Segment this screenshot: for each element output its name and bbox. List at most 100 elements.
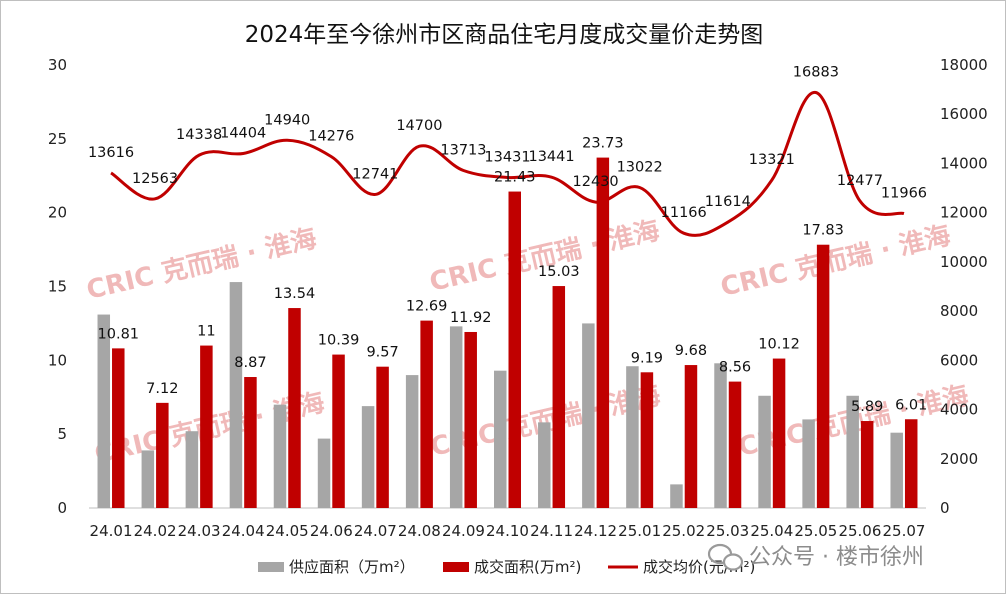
x-tick-label: 25.06	[838, 522, 881, 540]
bar-supply-area	[846, 395, 859, 508]
x-tick-label: 24.03	[178, 522, 221, 540]
bar-deal-area	[816, 244, 830, 508]
x-tick-label: 24.06	[310, 522, 353, 540]
y-right-tick-label: 2000	[940, 450, 978, 468]
deal-area-data-label: 8.56	[719, 360, 751, 376]
credit-text: 公众号 · 楼市徐州	[749, 545, 924, 570]
price-data-label: 16883	[793, 64, 839, 80]
bar-supply-area	[97, 314, 111, 508]
bar-supply-area	[361, 406, 375, 508]
price-data-label: 13022	[617, 160, 663, 176]
x-tick-label: 24.08	[398, 522, 441, 540]
deal-area-data-label: 8.87	[234, 355, 266, 371]
price-data-label: 14404	[220, 126, 266, 142]
y-left-tick-label: 30	[48, 56, 67, 74]
y-right-tick-label: 0	[940, 499, 950, 517]
y-right-tick-label: 16000	[940, 105, 988, 123]
bar-deal-area	[244, 377, 257, 508]
deal-area-data-label: 11	[197, 324, 215, 340]
deal-area-data-label: 11.92	[450, 310, 492, 326]
bar-deal-area	[156, 402, 169, 508]
bar-supply-area	[185, 431, 199, 508]
deal-area-data-label: 5.89	[851, 399, 883, 415]
price-data-label: 12741	[352, 166, 398, 182]
legend-swatch-supply	[258, 562, 284, 572]
bar-deal-area	[332, 354, 345, 508]
bar-deal-area	[112, 348, 125, 508]
bar-deal-area	[200, 345, 213, 508]
x-tick-label: 25.02	[662, 522, 705, 540]
x-tick-label: 24.04	[222, 522, 265, 540]
y-right-tick-label: 14000	[940, 154, 988, 172]
bar-supply-area	[670, 484, 683, 508]
x-tick-label: 24.07	[354, 522, 397, 540]
watermark-layer: CRIC 克而瑞 · 淮海 CRIC 克而瑞 · 淮海 CRIC 克而瑞 · 淮海C…	[84, 216, 972, 470]
y-left-tick-label: 10	[48, 351, 67, 369]
y-right-tick-label: 12000	[940, 204, 988, 222]
deal-area-data-label: 9.68	[675, 343, 707, 359]
y-right-tick-label: 10000	[940, 253, 988, 271]
price-data-label: 11966	[881, 186, 927, 202]
price-data-label: 13713	[440, 143, 486, 159]
price-data-label: 13441	[528, 149, 574, 165]
x-tick-label: 24.12	[574, 522, 617, 540]
line-avg-price	[110, 90, 905, 237]
price-data-label: 12430	[573, 174, 619, 190]
deal-area-data-label: 9.57	[366, 345, 398, 361]
price-data-label: 14338	[176, 127, 222, 143]
price-data-label: 12477	[837, 173, 883, 189]
deal-area-data-label: 9.19	[631, 350, 663, 366]
bar-supply-area	[405, 375, 419, 508]
x-tick-label: 25.07	[882, 522, 925, 540]
deal-area-data-label: 23.73	[582, 136, 624, 152]
credit-watermark: 公众号 · 楼市徐州	[707, 543, 924, 571]
legend-label-supply: 供应面积（万m²）	[289, 558, 415, 576]
x-tick-label: 24.02	[134, 522, 177, 540]
y-left-tick-label: 15	[48, 278, 67, 296]
bar-deal-area	[860, 421, 874, 508]
bar-supply-area	[626, 366, 639, 508]
bar-deal-area	[728, 381, 742, 508]
price-data-label: 14700	[396, 118, 442, 134]
price-data-label: 13616	[88, 145, 134, 161]
deal-area-data-label: 13.54	[274, 286, 316, 302]
bar-supply-area	[273, 404, 287, 508]
bar-deal-area	[464, 331, 477, 508]
price-data-label: 13431	[484, 149, 530, 165]
bar-supply-area	[494, 370, 507, 508]
x-tick-label: 25.01	[618, 522, 661, 540]
x-tick-label: 25.05	[794, 522, 837, 540]
price-data-label: 13321	[749, 152, 795, 168]
bar-supply-area	[538, 422, 551, 508]
deal-area-data-label: 21.43	[494, 170, 536, 186]
deal-area-data-label: 10.12	[758, 337, 800, 353]
x-tick-label: 24.11	[530, 522, 573, 540]
chart-title: 2024年至今徐州市区商品住宅月度成交量价走势图	[245, 22, 764, 48]
deal-area-data-label: 12.69	[406, 299, 448, 315]
bar-deal-area	[904, 419, 918, 508]
bar-supply-area	[141, 450, 155, 508]
bar-deal-area	[376, 366, 389, 508]
deal-area-data-label: 17.83	[802, 223, 844, 239]
price-data-label: 11614	[705, 194, 751, 210]
bar-deal-area	[684, 365, 698, 508]
cric-watermark: CRIC 克而瑞 · 淮海	[427, 216, 663, 298]
bar-deal-area	[508, 191, 521, 508]
bar-supply-area	[449, 326, 463, 508]
deal-area-data-label: 10.39	[318, 333, 360, 349]
bar-supply-area	[229, 282, 243, 508]
x-tick-label: 24.05	[266, 522, 309, 540]
x-tick-label: 25.04	[750, 522, 793, 540]
legend: 供应面积（万m²） 成交面积(万m²) 成交均价(元/m²)	[258, 558, 755, 576]
deal-area-data-label: 6.01	[895, 397, 927, 413]
x-tick-label: 24.01	[90, 522, 133, 540]
y-right-tick-label: 8000	[940, 302, 978, 320]
deal-area-data-label: 10.81	[98, 326, 140, 342]
x-tick-label: 25.03	[706, 522, 749, 540]
bar-supply-area	[714, 363, 727, 508]
bar-supply-area	[582, 323, 595, 508]
y-left-tick-label: 5	[57, 425, 67, 443]
bar-supply-area	[758, 395, 771, 508]
y-right-tick-label: 18000	[940, 56, 988, 74]
